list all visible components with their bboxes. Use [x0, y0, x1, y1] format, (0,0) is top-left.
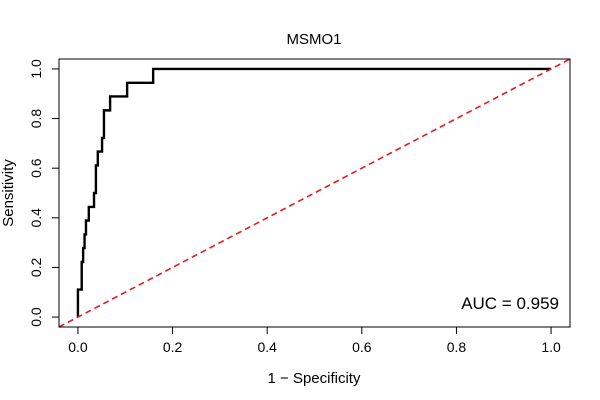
y-tick-label: 0.2 [28, 258, 44, 278]
plot-layer [58, 58, 571, 328]
x-tick-label: 0.4 [257, 339, 277, 355]
y-axis-label: Sensitivity [0, 159, 17, 227]
auc-annotation: AUC = 0.959 [461, 294, 559, 313]
x-axis: 0.0 0.2 0.4 0.6 0.8 1.0 [68, 326, 561, 355]
y-tick-label: 0.6 [28, 158, 44, 178]
chart-title: MSMO1 [286, 31, 341, 48]
y-tick-label: 0.0 [28, 307, 44, 327]
reference-diagonal-line [58, 58, 571, 328]
y-tick-label: 0.4 [28, 208, 44, 228]
x-tick-label: 0.6 [352, 339, 372, 355]
x-tick-label: 0.8 [447, 339, 467, 355]
y-axis: 0.0 0.2 0.4 0.6 0.8 1.0 [28, 59, 60, 327]
y-tick-label: 1.0 [28, 59, 44, 79]
roc-curve-line [76, 67, 552, 318]
x-tick-label: 1.0 [541, 339, 561, 355]
x-tick-label: 0.0 [68, 339, 88, 355]
x-axis-label: 1 − Specificity [268, 370, 361, 387]
x-tick-label: 0.2 [163, 339, 183, 355]
y-tick-label: 0.8 [28, 109, 44, 129]
